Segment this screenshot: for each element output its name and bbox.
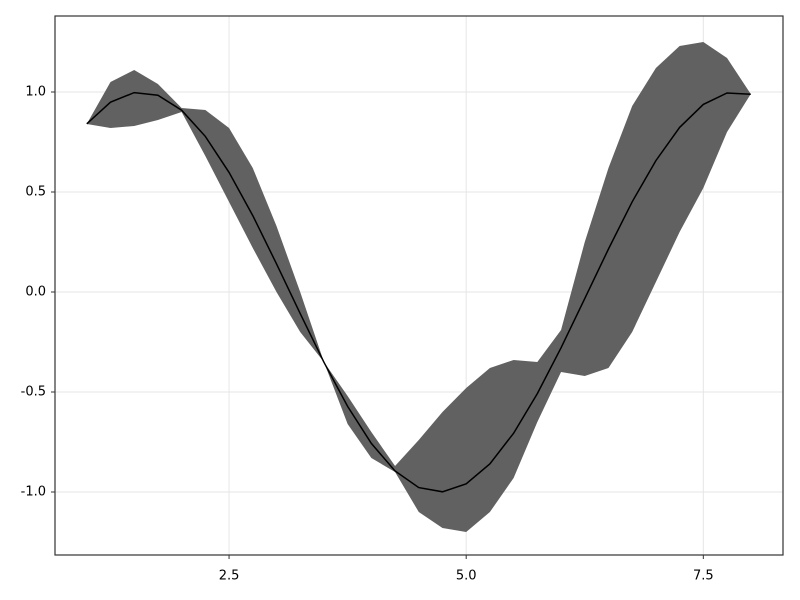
y-tick-label: 1.0 — [25, 85, 46, 100]
x-tick-label: 5.0 — [456, 569, 477, 584]
y-tick-label: -0.5 — [21, 385, 46, 400]
y-tick-label: 0.0 — [25, 285, 46, 300]
band — [86, 42, 751, 532]
line — [86, 91, 751, 493]
tick-labels: 2.5 5.0 7.5 -1.0 -0.5 0.0 0.5 1.0 — [21, 85, 714, 584]
plot-marks — [86, 42, 751, 532]
x-tick-label: 2.5 — [219, 569, 240, 584]
x-tick-label: 7.5 — [693, 569, 714, 584]
y-tick-label: -1.0 — [21, 485, 46, 500]
plot-frame — [54, 15, 784, 556]
y-tick-label: 0.5 — [25, 185, 46, 200]
